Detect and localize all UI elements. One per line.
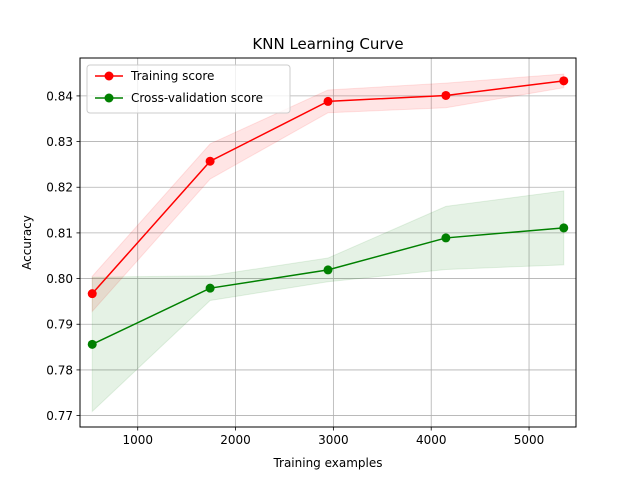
chart-title: KNN Learning Curve [252,35,403,53]
training-score-point [206,157,215,166]
y-tick-label: 0.82 [46,181,73,195]
legend-marker-training [105,72,114,81]
legend-marker-cross-validation [105,94,114,103]
cross-validation-score-point [441,233,450,242]
y-tick-label: 0.78 [46,363,73,377]
x-tick-label: 1000 [122,433,153,447]
y-tick-label: 0.83 [46,135,73,149]
cross-validation-score-point [324,265,333,274]
cross-validation-score-point [206,284,215,293]
legend-label-training: Training score [130,69,214,83]
y-tick-label: 0.77 [46,409,73,423]
cross-validation-score-point [88,340,97,349]
y-tick-label: 0.79 [46,318,73,332]
x-tick-label: 3000 [318,433,349,447]
x-axis-label: Training examples [272,456,382,470]
training-score-point [88,289,97,298]
x-tick-label: 2000 [220,433,251,447]
legend: Training score Cross-validation score [87,65,290,113]
training-score-point [559,76,568,85]
x-tick-label: 5000 [514,433,545,447]
cross-validation-score-point [559,223,568,232]
x-tick-label: 4000 [416,433,447,447]
legend-label-cross-validation: Cross-validation score [131,91,263,105]
y-tick-label: 0.84 [46,89,73,103]
y-tick-label: 0.80 [46,272,73,286]
training-score-point [324,97,333,106]
y-tick-label: 0.81 [46,226,73,240]
training-score-point [441,91,450,100]
y-axis-label: Accuracy [20,215,34,270]
